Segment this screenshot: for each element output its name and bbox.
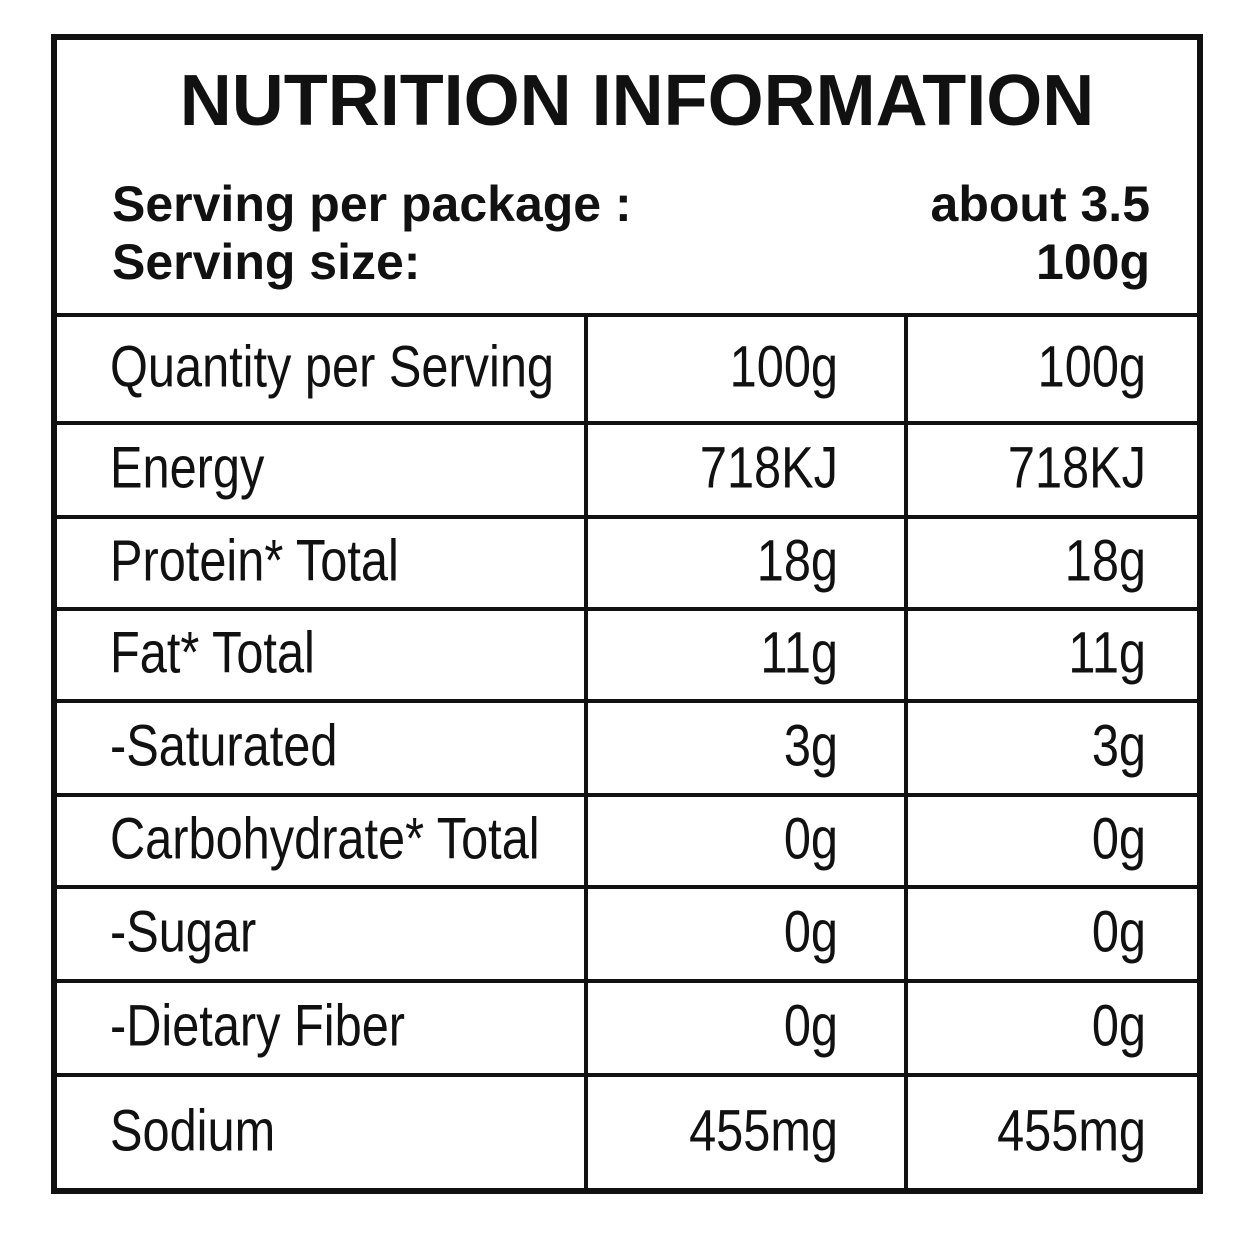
cell: 455mg [689, 1099, 838, 1163]
serving-per-package-value: about 3.5 [931, 176, 1150, 232]
cell: 0g [1092, 994, 1146, 1058]
serving-size-label: Serving size: [112, 234, 420, 290]
cell: 18g [1065, 529, 1146, 593]
cell: 18g [757, 529, 838, 593]
nutrient-amount: 0g [1092, 900, 1146, 964]
cell: Quantity per Serving [110, 335, 554, 399]
nutrient-amount: 3g [1092, 714, 1146, 778]
nutrient-name: Carbohydrate* Total [110, 807, 540, 871]
cell: 0g [784, 900, 838, 964]
nutrient-name: -Dietary Fiber [110, 994, 405, 1058]
nutrient-name: Energy [110, 436, 265, 500]
nutrient-amount: 0g [784, 994, 838, 1058]
nutrient-amount: 718KJ [1008, 436, 1146, 500]
nutrient-amount: 11g [760, 621, 838, 685]
nutrient-name: Fat* Total [110, 621, 315, 685]
cell: 718KJ [1008, 436, 1146, 500]
nutrient-amount: 18g [757, 529, 838, 593]
cell: 3g [784, 714, 838, 778]
nutrient-amount: 100g [1038, 335, 1146, 399]
cell: 3g [1092, 714, 1146, 778]
serving-per-package-label: Serving per package : [112, 176, 632, 232]
cell: Protein* Total [110, 529, 399, 593]
nutrient-name: -Sugar [110, 900, 256, 964]
cell: 0g [784, 807, 838, 871]
nutrient-name: -Saturated [110, 714, 337, 778]
cell: 0g [1092, 807, 1146, 871]
nutrient-amount: 718KJ [700, 436, 838, 500]
cell: 11g [1068, 621, 1146, 685]
outer-border [51, 34, 1203, 1194]
cell: 11g [760, 621, 838, 685]
cell: -Saturated [110, 714, 337, 778]
cell: Sodium [110, 1099, 275, 1163]
nutrient-amount: 0g [1092, 994, 1146, 1058]
cell: Energy [110, 436, 265, 500]
nutrient-amount: 11g [1068, 621, 1146, 685]
nutrient-amount: 0g [1092, 807, 1146, 871]
nutrient-name: Quantity per Serving [110, 335, 554, 399]
nutrient-name: Sodium [110, 1099, 275, 1163]
cell: 0g [784, 994, 838, 1058]
cell: Fat* Total [110, 621, 315, 685]
cell: 100g [730, 335, 838, 399]
serving-size-value: 100g [1036, 234, 1150, 290]
nutrient-name: Protein* Total [110, 529, 399, 593]
nutrient-amount: 18g [1065, 529, 1146, 593]
cell: 100g [1038, 335, 1146, 399]
nutrient-amount: 455mg [997, 1099, 1146, 1163]
cell: 718KJ [700, 436, 838, 500]
nutrient-amount: 0g [784, 807, 838, 871]
nutrient-amount: 0g [784, 900, 838, 964]
nutrient-amount: 3g [784, 714, 838, 778]
nutrient-amount: 100g [730, 335, 838, 399]
nutrient-amount: 455mg [689, 1099, 838, 1163]
cell: Carbohydrate* Total [110, 807, 540, 871]
cell: -Dietary Fiber [110, 994, 405, 1058]
cell: -Sugar [110, 900, 256, 964]
title: NUTRITION INFORMATION [180, 61, 1095, 141]
cell: 0g [1092, 900, 1146, 964]
cell: 455mg [997, 1099, 1146, 1163]
